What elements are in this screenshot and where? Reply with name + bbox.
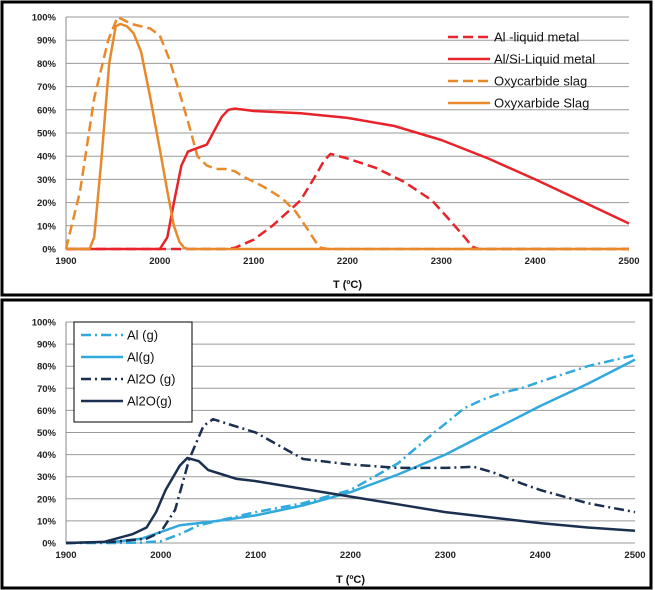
y-tick-label: 80% (37, 362, 57, 373)
y-tick-label: 100% (32, 318, 57, 329)
series-line (66, 152, 629, 251)
x-axis-title: T (ºC) (336, 574, 365, 586)
y-tick-label: 20% (37, 198, 57, 209)
x-tick-label: 2200 (337, 256, 358, 267)
y-tick-label: 10% (37, 516, 57, 527)
x-tick-label: 2100 (245, 550, 266, 561)
series-line (65, 456, 636, 545)
legend-label: Al(g) (127, 350, 154, 365)
y-tick-label: 60% (37, 105, 57, 116)
y-tick-label: 30% (37, 472, 57, 483)
y-tick-label: 50% (37, 428, 57, 439)
y-tick-label: 100% (32, 13, 57, 24)
x-tick-label: 2000 (150, 550, 171, 561)
x-tick-label: 2000 (149, 256, 170, 267)
x-tick-label: 2200 (340, 550, 361, 561)
y-tick-label: 60% (37, 406, 57, 417)
y-tick-label: 30% (37, 175, 57, 186)
chart-1: 0% 10% 20% 30% 40% 50% 60% 70% 80% 90% 100% 1900 200… (0, 0, 653, 297)
y-tick-label: 80% (37, 59, 57, 70)
x-tick-label: 1900 (55, 550, 76, 561)
legend-label: Al -liquid metal (494, 30, 579, 45)
series-line (66, 22, 629, 251)
legend-label: Oxycarbide slag (494, 74, 587, 89)
x-axis-title: T (ºC) (333, 279, 362, 291)
y-tick-label: 50% (37, 129, 57, 140)
legend-label: Oxyxarbide Slag (494, 96, 589, 111)
x-tick-label: 2400 (525, 256, 546, 267)
y-tick-label: 40% (37, 450, 57, 461)
legend-label: Al2O (g) (127, 372, 175, 387)
y-tick-label: 40% (37, 152, 57, 163)
y-tick-label: 70% (37, 82, 57, 93)
series-line (66, 353, 636, 545)
chart-frame (0, 298, 653, 590)
x-tick-label: 2100 (243, 256, 264, 267)
series-line (64, 15, 629, 251)
legend: Al -liquid metal Al/Si-Liquid metal Oxycar… (448, 30, 595, 111)
legend-label: Al/Si-Liquid metal (494, 52, 595, 67)
legend: Al (g) Al(g) Al2O (g) Al2O(g) (73, 321, 193, 423)
legend-label: Al (g) (127, 328, 158, 343)
x-tick-label: 2400 (530, 550, 551, 561)
y-tick-label: 90% (37, 340, 57, 351)
legend-label: Al2O(g) (127, 394, 172, 409)
x-tick-label: 1900 (55, 256, 76, 267)
y-tick-label: 0% (42, 539, 56, 550)
x-tick-label: 2500 (618, 256, 639, 267)
y-tick-label: 70% (37, 384, 57, 395)
chart-2: 0% 10% 20% 30% 40% 50% 60% 70% 80% 90% 100% 1900 200… (0, 298, 653, 590)
x-tick-label: 2300 (435, 550, 456, 561)
y-tick-label: 20% (37, 494, 57, 505)
x-tick-label: 2300 (431, 256, 452, 267)
y-tick-label: 10% (37, 221, 57, 232)
series-line (66, 107, 630, 251)
y-tick-label: 0% (42, 245, 56, 256)
y-tick-label: 90% (37, 36, 57, 47)
legend-box (73, 321, 193, 423)
x-tick-label: 2500 (624, 550, 645, 561)
chart-frame (0, 0, 653, 297)
series-line (65, 417, 636, 545)
